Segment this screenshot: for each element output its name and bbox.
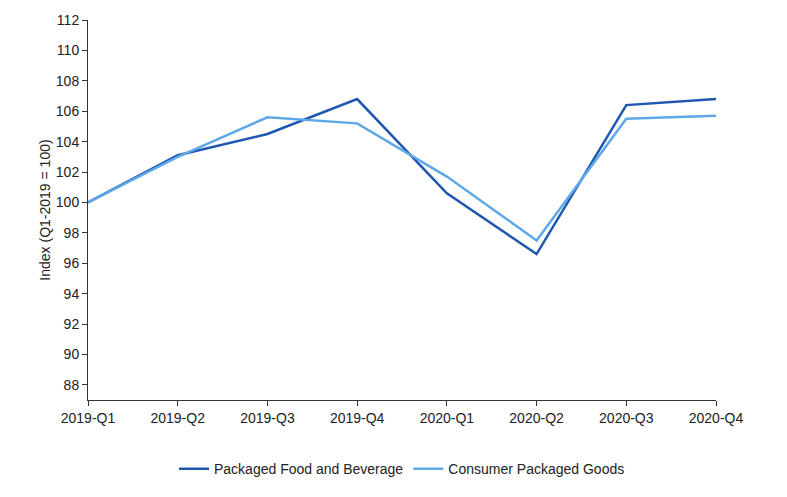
svg-text:Index (Q1-2019 = 100): Index (Q1-2019 = 100) [37, 139, 53, 280]
svg-text:100: 100 [56, 194, 80, 210]
svg-text:90: 90 [64, 346, 80, 362]
svg-text:2019-Q4: 2019-Q4 [330, 410, 385, 426]
svg-text:102: 102 [56, 164, 80, 180]
svg-text:110: 110 [57, 42, 80, 58]
svg-text:2020-Q2: 2020-Q2 [509, 410, 564, 426]
svg-text:2019-Q1: 2019-Q1 [61, 410, 116, 426]
svg-text:94: 94 [64, 286, 80, 302]
svg-text:2020-Q3: 2020-Q3 [599, 410, 654, 426]
svg-text:98: 98 [64, 225, 80, 241]
svg-text:112: 112 [57, 12, 80, 28]
svg-text:96: 96 [64, 255, 80, 271]
svg-text:Packaged Food and Beverage: Packaged Food and Beverage [214, 461, 403, 477]
svg-text:Consumer Packaged Goods: Consumer Packaged Goods [448, 461, 624, 477]
svg-text:2020-Q1: 2020-Q1 [420, 410, 475, 426]
svg-text:104: 104 [56, 134, 80, 150]
svg-text:2019-Q3: 2019-Q3 [240, 410, 295, 426]
svg-text:108: 108 [56, 73, 80, 89]
svg-text:92: 92 [64, 316, 80, 332]
svg-text:106: 106 [56, 103, 80, 119]
svg-text:2020-Q4: 2020-Q4 [689, 410, 744, 426]
svg-text:88: 88 [64, 377, 80, 393]
svg-text:2019-Q2: 2019-Q2 [150, 410, 205, 426]
